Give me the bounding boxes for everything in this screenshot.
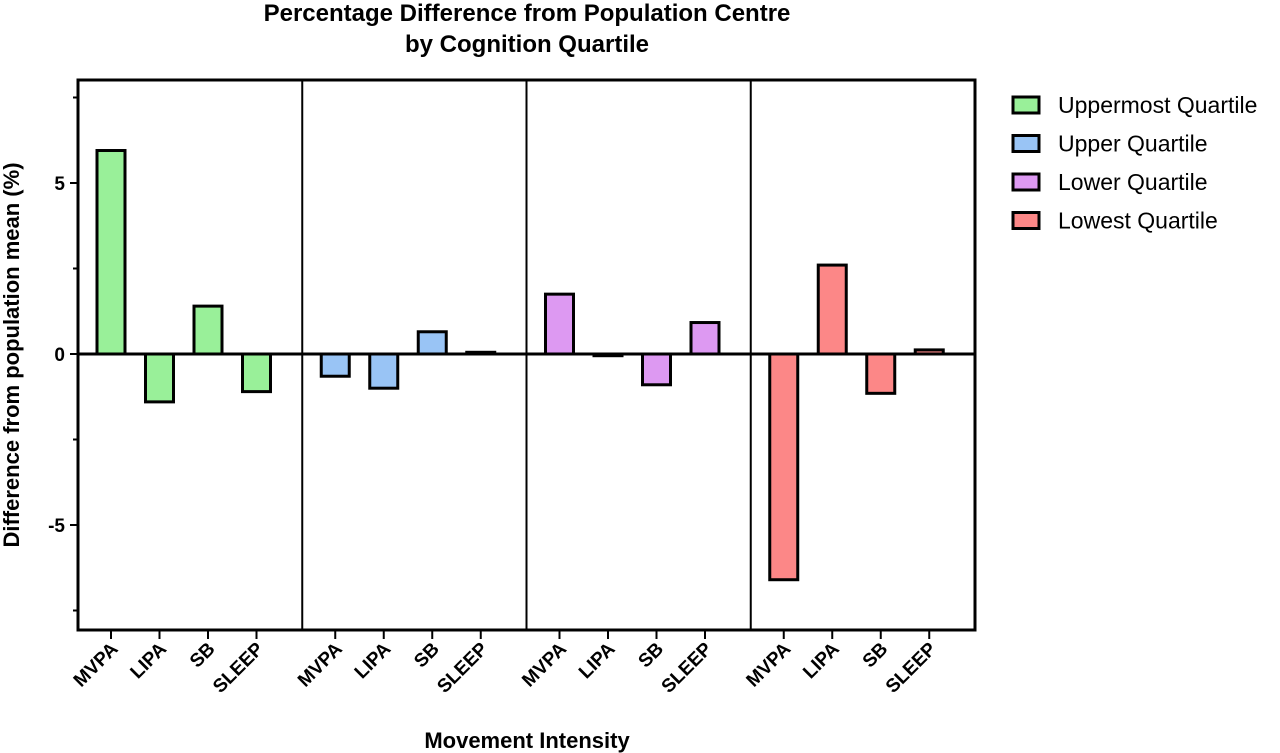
y-tick-label: 0 [54, 345, 65, 366]
bar [768, 352, 800, 582]
bar [689, 321, 721, 356]
x-tick-label: SB [186, 639, 220, 673]
y-axis-label: Difference from population mean (%) [0, 162, 24, 547]
x-axis-label: Movement Intensity [424, 728, 630, 753]
bar [544, 292, 575, 356]
bar [368, 352, 400, 390]
y-tick-label: -5 [48, 516, 65, 537]
x-tick-label: SLEEP [882, 638, 941, 697]
x-tick-label: MVPA [70, 638, 123, 691]
bar [192, 304, 224, 356]
bar [95, 149, 127, 356]
legend-label: Uppermost Quartile [1058, 92, 1257, 118]
legend-swatch [1011, 172, 1041, 192]
legend-label: Upper Quartile [1058, 131, 1208, 157]
x-tick-label: MVPA [294, 638, 347, 691]
x-tick-label: LIPA [799, 638, 844, 683]
legend-label: Lower Quartile [1058, 169, 1208, 195]
bar [144, 352, 175, 404]
x-tick-label: SLEEP [209, 638, 268, 697]
chart-title-line-1: Percentage Difference from Population Ce… [264, 0, 791, 27]
x-tick-label: SB [859, 639, 893, 673]
bar [319, 352, 351, 378]
x-tick-label: MVPA [518, 638, 571, 691]
x-tick-label: LIPA [351, 638, 396, 683]
legend: Uppermost Quartile Upper Quartile Lower Qu… [1011, 92, 1257, 234]
bar [416, 330, 448, 356]
legend-swatch [1011, 134, 1041, 153]
legend-swatch [1011, 211, 1041, 230]
x-tick-label: SLEEP [658, 638, 717, 697]
legend-swatch [1011, 95, 1041, 115]
x-tick-label: SLEEP [433, 638, 492, 697]
x-tick-label: LIPA [575, 638, 620, 683]
legend-label: Lowest Quartile [1058, 208, 1218, 234]
x-tick-label: MVPA [743, 638, 796, 691]
y-tick-label: 5 [54, 174, 65, 195]
x-tick-label: SB [410, 639, 444, 673]
bar [865, 352, 897, 395]
bar [241, 352, 272, 394]
chart-title-line-2: by Cognition Quartile [405, 31, 649, 58]
x-tick-label: LIPA [127, 638, 172, 683]
bar [641, 352, 672, 387]
x-tick-label: SB [635, 639, 669, 673]
bar [816, 263, 848, 356]
